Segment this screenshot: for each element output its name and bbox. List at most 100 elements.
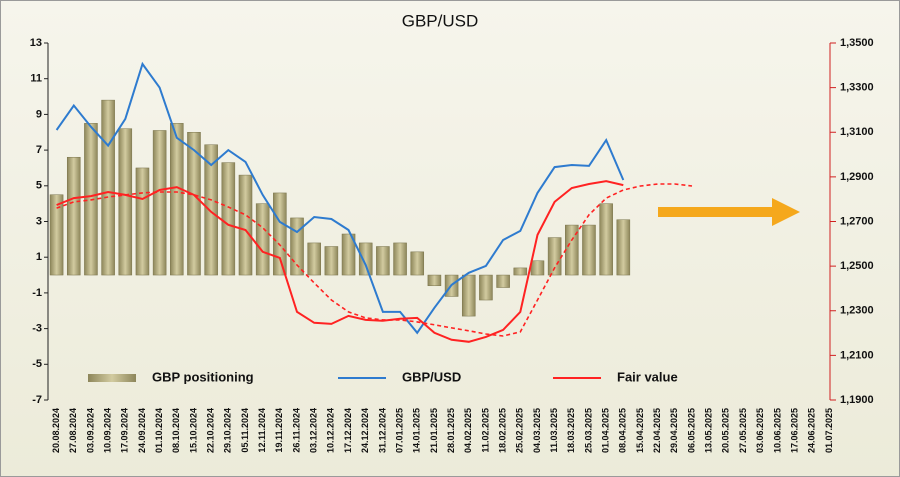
bar bbox=[530, 260, 545, 276]
y-tick-label: 9 bbox=[36, 108, 42, 120]
bar bbox=[376, 246, 390, 276]
bar bbox=[599, 203, 613, 276]
x-tick-label: 04.03.2025 bbox=[532, 408, 542, 453]
y-tick-label: 7 bbox=[36, 144, 42, 156]
x-tick-label: 24.12.2024 bbox=[360, 408, 370, 453]
chart-title: GBP/USD bbox=[402, 11, 479, 30]
bar bbox=[582, 224, 596, 276]
bar bbox=[307, 242, 321, 276]
x-tick-label: 29.04.2025 bbox=[669, 408, 679, 453]
y-tick-label: 3 bbox=[36, 215, 42, 227]
x-tick-label: 29.10.2024 bbox=[223, 408, 233, 453]
y-tick-label: -7 bbox=[32, 394, 42, 406]
y2-tick-label: 1,2100 bbox=[840, 349, 874, 361]
bar bbox=[358, 242, 373, 276]
legend-label: GBP/USD bbox=[402, 369, 461, 384]
x-tick-label: 12.11.2024 bbox=[257, 408, 267, 453]
bar bbox=[273, 192, 287, 276]
bar bbox=[152, 130, 167, 276]
x-tick-label: 06.05.2025 bbox=[686, 408, 696, 453]
x-tick-label: 15.04.2025 bbox=[635, 408, 645, 453]
bar bbox=[427, 274, 442, 287]
y2-tick-label: 1,3100 bbox=[840, 126, 874, 138]
x-tick-label: 27.05.2025 bbox=[738, 408, 748, 453]
bar bbox=[496, 274, 510, 288]
x-tick-label: 03.09.2024 bbox=[85, 408, 95, 453]
line bbox=[56, 180, 624, 343]
legend-label: Fair value bbox=[617, 369, 678, 384]
y2-tick-label: 1,3500 bbox=[840, 37, 874, 49]
x-tick-label: 28.01.2025 bbox=[446, 408, 456, 453]
y2-tick-label: 1,2900 bbox=[840, 171, 874, 183]
x-tick-label: 01.04.2025 bbox=[601, 408, 611, 453]
x-tick-label: 31.12.2024 bbox=[377, 408, 387, 453]
x-tick-label: 17.12.2024 bbox=[343, 408, 353, 453]
bar bbox=[461, 274, 476, 317]
x-tick-label: 17.06.2025 bbox=[789, 408, 799, 453]
x-tick-label: 27.08.2024 bbox=[68, 408, 78, 453]
x-tick-label: 20.08.2024 bbox=[51, 408, 61, 453]
arrow bbox=[658, 198, 800, 226]
x-tick-label: 19.11.2024 bbox=[274, 408, 284, 453]
line bbox=[56, 183, 693, 337]
x-tick-label: 17.09.2024 bbox=[120, 408, 130, 453]
x-tick-label: 01.07.2025 bbox=[824, 408, 834, 453]
bar bbox=[135, 167, 150, 276]
bar bbox=[187, 132, 201, 276]
x-tick-label: 05.11.2024 bbox=[240, 408, 250, 453]
y-tick-label: 5 bbox=[36, 180, 42, 192]
y-tick-label: -1 bbox=[32, 287, 42, 299]
x-tick-label: 18.03.2025 bbox=[566, 408, 576, 453]
y-tick-label: -5 bbox=[32, 358, 42, 370]
bar bbox=[255, 203, 270, 276]
x-tick-label: 24.09.2024 bbox=[137, 408, 147, 453]
bar bbox=[513, 267, 528, 276]
bar bbox=[479, 274, 493, 301]
x-tick-label: 20.05.2025 bbox=[721, 408, 731, 453]
y-tick-label: -3 bbox=[32, 323, 42, 335]
line bbox=[55, 61, 625, 335]
x-tick-label: 24.06.2025 bbox=[807, 408, 817, 453]
y-tick-label: 1 bbox=[36, 251, 42, 263]
y-tick-label: 11 bbox=[30, 73, 42, 85]
x-tick-label: 26.11.2024 bbox=[291, 408, 301, 453]
bar bbox=[290, 217, 304, 276]
y2-tick-label: 1,1900 bbox=[840, 394, 874, 406]
bar bbox=[66, 156, 81, 276]
bar bbox=[238, 174, 253, 276]
x-tick-label: 10.12.2024 bbox=[326, 408, 336, 453]
x-tick-label: 25.02.2025 bbox=[515, 408, 525, 453]
x-tick-label: 01.10.2024 bbox=[154, 408, 164, 453]
y-tick-label: 13 bbox=[30, 37, 42, 49]
x-tick-label: 18.02.2025 bbox=[497, 408, 507, 453]
legend-swatch bbox=[88, 374, 136, 382]
y2-tick-label: 1,2300 bbox=[840, 305, 874, 317]
x-tick-label: 14.01.2025 bbox=[412, 408, 422, 453]
y2-tick-label: 1,3300 bbox=[840, 82, 874, 94]
bar bbox=[101, 99, 115, 276]
x-tick-label: 21.01.2025 bbox=[429, 408, 439, 453]
bar bbox=[118, 128, 133, 276]
x-tick-label: 04.02.2025 bbox=[463, 408, 473, 453]
bar bbox=[170, 123, 184, 276]
bar bbox=[341, 233, 356, 276]
x-tick-label: 10.09.2024 bbox=[102, 408, 112, 453]
y2-tick-label: 1,2700 bbox=[840, 215, 874, 227]
bar bbox=[616, 219, 631, 276]
bar bbox=[410, 251, 425, 276]
x-tick-label: 03.06.2025 bbox=[755, 408, 765, 453]
x-tick-label: 08.10.2024 bbox=[171, 408, 181, 453]
x-tick-label: 22.04.2025 bbox=[652, 408, 662, 453]
x-tick-label: 13.05.2025 bbox=[704, 408, 714, 453]
bar bbox=[324, 246, 339, 276]
x-tick-label: 10.06.2025 bbox=[772, 408, 782, 453]
x-tick-label: 25.03.2025 bbox=[583, 408, 593, 453]
x-tick-label: 08.04.2025 bbox=[618, 408, 628, 453]
bar bbox=[221, 162, 236, 276]
legend-label: GBP positioning bbox=[152, 369, 254, 384]
y2-tick-label: 1,2500 bbox=[840, 260, 874, 272]
x-tick-label: 11.02.2025 bbox=[480, 408, 490, 453]
x-tick-label: 15.10.2024 bbox=[188, 408, 198, 453]
